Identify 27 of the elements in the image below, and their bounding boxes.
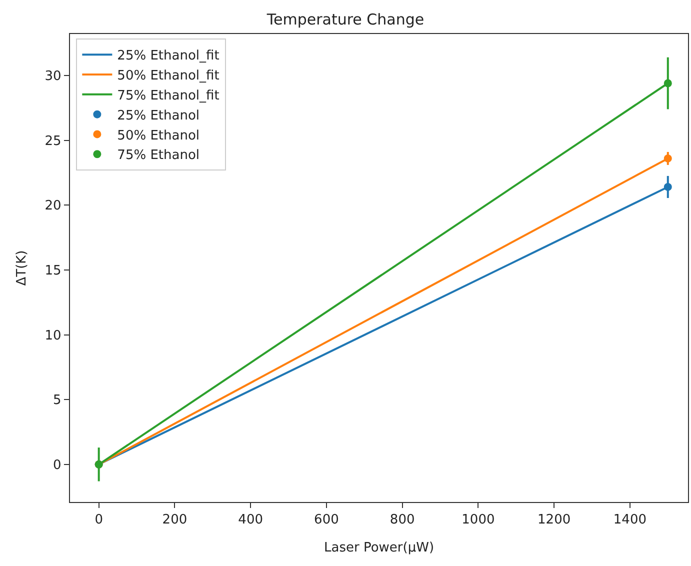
x-tick-label: 0	[94, 512, 103, 528]
x-tick-label: 600	[314, 512, 339, 528]
point	[664, 154, 672, 162]
legend-label: 50% Ethanol	[117, 128, 200, 144]
x-tick-label: 1200	[538, 512, 571, 528]
x-tick-label: 200	[162, 512, 188, 528]
point	[664, 79, 672, 88]
y-tick-label: 0	[53, 458, 62, 473]
x-tick-label: 1000	[462, 512, 495, 528]
y-tick-label: 10	[44, 328, 62, 344]
x-tick-label: 400	[238, 512, 263, 528]
x-tick-label: 1400	[613, 512, 647, 528]
legend-label: 75% Ethanol	[117, 148, 200, 164]
x-tick-label: 800	[390, 512, 415, 528]
legend-label: 75% Ethanol_fit	[117, 88, 220, 104]
chart-title: Temperature Change	[266, 10, 424, 29]
y-tick-label: 30	[44, 69, 62, 84]
legend-label: 25% Ethanol_fit	[117, 48, 220, 64]
x-axis-title: Laser Power(μW)	[324, 540, 434, 556]
y-tick-label: 5	[53, 393, 62, 408]
y-axis-title: ΔT(K)	[14, 250, 30, 286]
point	[664, 182, 672, 191]
legend-label: 25% Ethanol	[117, 108, 200, 124]
y-tick-label: 20	[44, 198, 62, 214]
y-tick-label: 25	[44, 134, 62, 149]
legend-label: 50% Ethanol_fit	[117, 68, 220, 84]
y-tick-label: 15	[44, 263, 62, 278]
